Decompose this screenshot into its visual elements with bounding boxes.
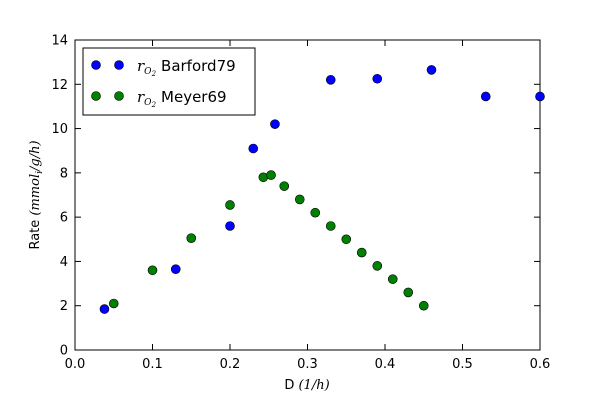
x-axis-label-text: D xyxy=(284,378,298,393)
data-point xyxy=(403,287,414,298)
x-axis-label: D (1/h) xyxy=(284,378,329,393)
data-point xyxy=(426,65,437,75)
data-point xyxy=(186,233,197,243)
legend-label-barford79: rO2 Barford79 xyxy=(137,57,236,78)
legend-marker-meyer69 xyxy=(91,91,101,101)
data-point xyxy=(266,170,276,180)
data-point xyxy=(279,181,290,191)
data-points xyxy=(99,65,545,314)
y-axis-label-text: Rate xyxy=(28,216,43,250)
data-point xyxy=(356,247,367,258)
y-tick-label: 2 xyxy=(60,299,68,314)
data-point xyxy=(341,234,352,245)
data-point xyxy=(480,91,491,102)
data-point xyxy=(108,298,119,309)
data-point xyxy=(535,91,545,102)
legend-marker-barford79-2 xyxy=(114,60,124,70)
y-tick-label: 4 xyxy=(60,255,68,270)
x-tick-label: 0.1 xyxy=(142,357,163,372)
data-point xyxy=(310,207,321,218)
y-tick-label: 8 xyxy=(60,166,68,181)
legend-label-meyer69: rO2 Meyer69 xyxy=(137,88,227,109)
data-point xyxy=(372,261,383,271)
data-point xyxy=(225,221,235,231)
legend-box xyxy=(82,47,256,116)
x-tick-label: 0.0 xyxy=(65,357,86,372)
axis-tick-labels: 0.0 0.1 0.2 0.3 0.4 0.5 0.6 0 2 4 6 8 10 12 14 xyxy=(51,34,550,373)
y-axis-label-unit: (mmol xyxy=(28,174,43,216)
x-tick-label: 0.6 xyxy=(530,357,551,372)
data-point xyxy=(387,274,398,284)
y-tick-label: 12 xyxy=(51,78,68,93)
data-point xyxy=(147,265,158,276)
data-point xyxy=(418,300,429,311)
x-tick-label: 0.2 xyxy=(220,357,241,372)
legend-entry-meyer69: rO2 Meyer69 xyxy=(91,88,227,109)
data-point xyxy=(325,75,336,85)
data-point xyxy=(170,264,181,274)
legend-marker-meyer69-2 xyxy=(114,91,124,101)
axis-ticks xyxy=(74,39,541,351)
y-tick-label: 10 xyxy=(51,122,68,137)
y-axis-label-unit-tail: /g/h) xyxy=(28,140,43,173)
legend: rO2 Barford79 rO2 Meyer69 xyxy=(82,47,256,116)
y-tick-label: 6 xyxy=(60,211,68,226)
data-point xyxy=(294,194,305,205)
data-point xyxy=(99,304,110,314)
series-1 xyxy=(108,170,429,311)
x-axis-label-unit: (1/h) xyxy=(298,378,329,393)
data-point xyxy=(325,221,336,231)
y-tick-label: 0 xyxy=(60,344,68,359)
data-point xyxy=(270,119,280,129)
x-tick-label: 0.4 xyxy=(375,357,396,372)
data-point xyxy=(225,200,235,210)
y-axis-label: Rate (mmoli/g/h) xyxy=(28,140,45,249)
y-axis-label-subscript: i xyxy=(35,171,45,174)
x-tick-label: 0.3 xyxy=(297,357,318,372)
series-0 xyxy=(99,65,545,314)
data-point xyxy=(248,143,259,154)
legend-entry-barford79: rO2 Barford79 xyxy=(91,57,236,78)
x-tick-label: 0.5 xyxy=(452,357,473,372)
data-point xyxy=(372,73,383,84)
legend-marker-barford79 xyxy=(91,60,101,70)
y-tick-label: 14 xyxy=(51,34,68,49)
